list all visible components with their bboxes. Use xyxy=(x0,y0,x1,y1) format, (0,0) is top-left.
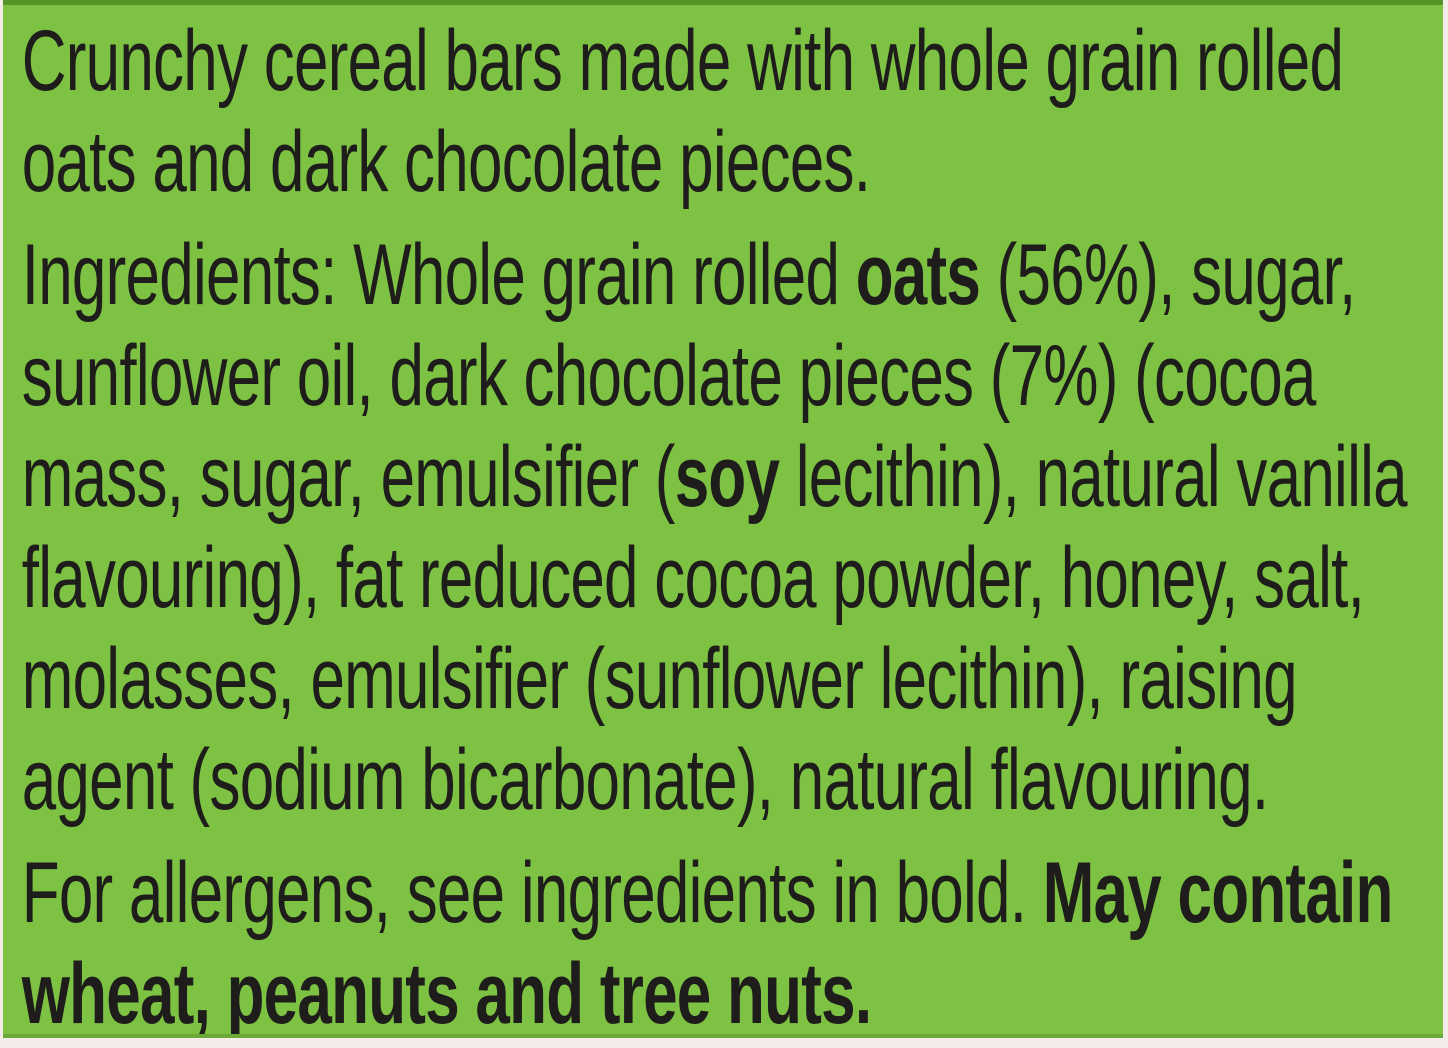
label-text-segment: For allergens, see ingredients in bold. xyxy=(21,845,1043,941)
allergen-advice-paragraph: For allergens, see ingredients in bold. … xyxy=(21,843,1443,1038)
bold-allergen-text: May contain wheat, peanuts and tree nuts… xyxy=(21,845,1394,1038)
product-description-paragraph: Crunchy cereal bars made with whole grai… xyxy=(22,11,1443,213)
label-text-block: Crunchy cereal bars made with whole grai… xyxy=(3,5,1443,1038)
bold-allergen-text: soy xyxy=(674,429,780,525)
label-text-segment: Crunchy cereal bars made with whole grai… xyxy=(21,13,1344,210)
ingredients-label-panel: Crunchy cereal bars made with whole grai… xyxy=(3,0,1443,1038)
ingredients-paragraph: Ingredients: Whole grain rolled oats (56… xyxy=(22,225,1443,831)
label-text-segment: Ingredients: Whole grain rolled xyxy=(21,227,856,323)
bold-allergen-text: oats xyxy=(855,227,981,323)
label-text-segment: (56%), sugar, sunflower oil, dark chocol… xyxy=(21,227,1357,525)
label-text-segment: lecithin), natural vanilla flavouring), … xyxy=(21,429,1408,828)
